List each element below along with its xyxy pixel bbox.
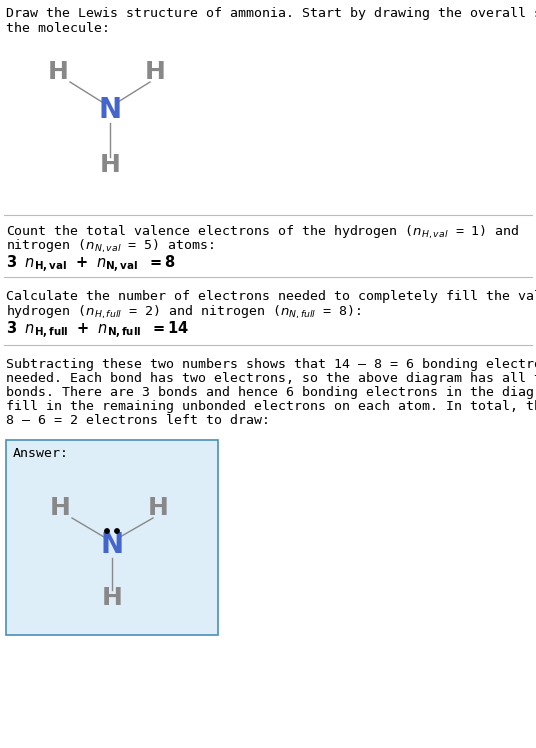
Text: Draw the Lewis structure of ammonia. Start by drawing the overall structure of: Draw the Lewis structure of ammonia. Sta… (6, 7, 536, 20)
Text: bonds. There are 3 bonds and hence 6 bonding electrons in the diagram. Lastly,: bonds. There are 3 bonds and hence 6 bon… (6, 386, 536, 399)
Text: 8 – 6 = 2 electrons left to draw:: 8 – 6 = 2 electrons left to draw: (6, 414, 270, 427)
Text: hydrogen ($n_{H,full}$ = 2) and nitrogen ($n_{N,full}$ = 8):: hydrogen ($n_{H,full}$ = 2) and nitrogen… (6, 304, 361, 321)
Text: Calculate the number of electrons needed to completely fill the valence shells f: Calculate the number of electrons needed… (6, 290, 536, 303)
Text: H: H (100, 153, 121, 177)
Circle shape (105, 529, 109, 533)
Circle shape (115, 529, 119, 533)
Text: N: N (99, 96, 122, 124)
Text: H: H (49, 496, 70, 520)
Text: fill in the remaining unbonded electrons on each atom. In total, there remain: fill in the remaining unbonded electrons… (6, 400, 536, 413)
Text: $\mathbf{3}$ $\mathit{n}_\mathbf{H,full}$ $\mathbf{+}$ $\mathit{n}_\mathbf{N,ful: $\mathbf{3}$ $\mathit{n}_\mathbf{H,full}… (6, 320, 189, 341)
Text: $\mathbf{3}$ $\mathit{n}_\mathbf{H,val}$ $\mathbf{+}$ $\mathit{n}_\mathbf{N,val}: $\mathbf{3}$ $\mathit{n}_\mathbf{H,val}$… (6, 254, 175, 275)
Text: Subtracting these two numbers shows that 14 – 8 = 6 bonding electrons are: Subtracting these two numbers shows that… (6, 358, 536, 371)
Text: needed. Each bond has two electrons, so the above diagram has all the necessary: needed. Each bond has two electrons, so … (6, 372, 536, 385)
Text: the molecule:: the molecule: (6, 22, 110, 35)
Text: H: H (145, 60, 166, 84)
Text: Answer:: Answer: (13, 447, 69, 460)
Text: H: H (147, 496, 168, 520)
Text: H: H (101, 586, 122, 610)
Text: H: H (48, 60, 69, 84)
FancyBboxPatch shape (6, 440, 218, 635)
Text: nitrogen ($n_{N,val}$ = 5) atoms:: nitrogen ($n_{N,val}$ = 5) atoms: (6, 238, 214, 255)
Text: N: N (100, 531, 124, 559)
Text: Count the total valence electrons of the hydrogen ($n_{H,val}$ = 1) and: Count the total valence electrons of the… (6, 224, 519, 241)
